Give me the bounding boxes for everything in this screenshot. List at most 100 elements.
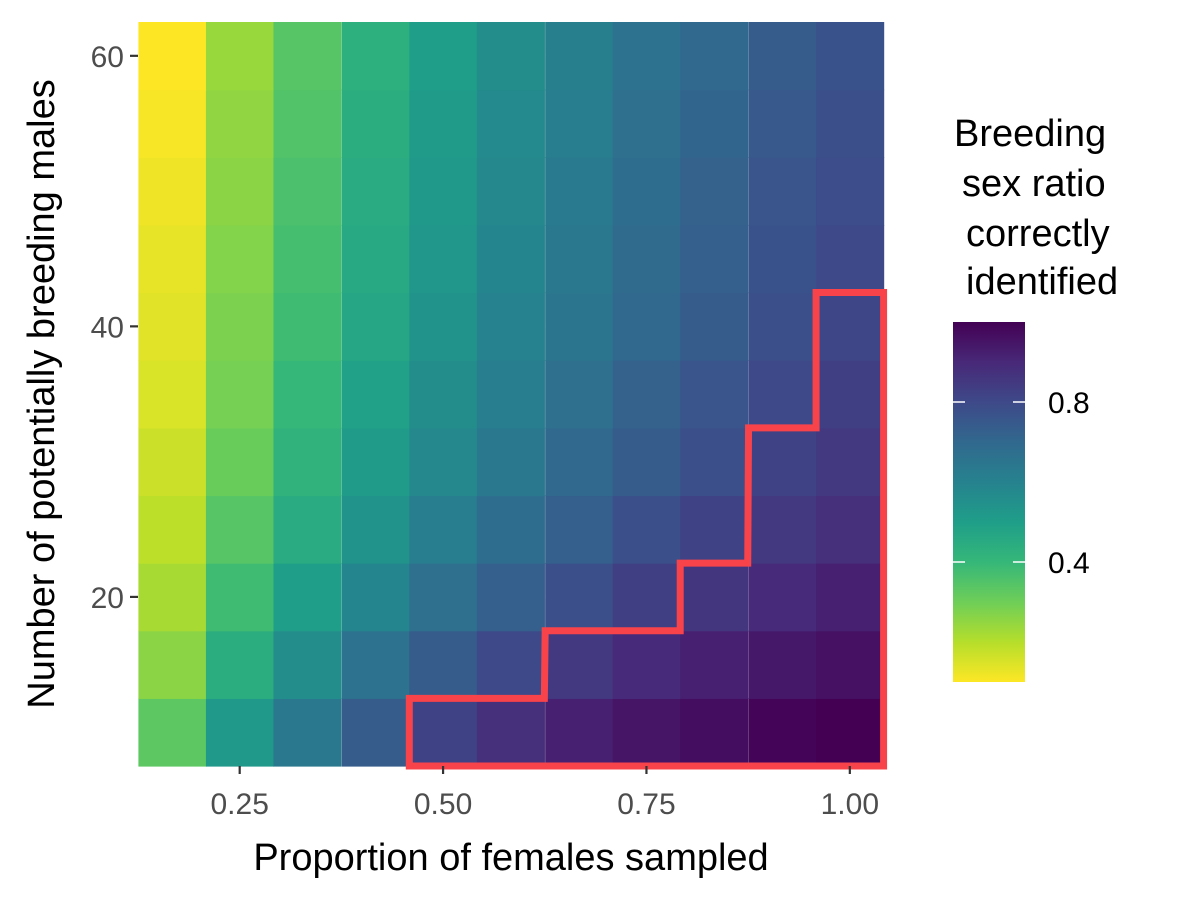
heatmap-cell bbox=[205, 563, 275, 632]
heatmap-cell bbox=[680, 22, 749, 91]
heatmap-cell bbox=[612, 292, 681, 361]
heatmap-cell bbox=[341, 698, 410, 767]
heatmap-cell bbox=[816, 157, 885, 226]
x-tick-label: 1.00 bbox=[821, 788, 879, 821]
heatmap-cell bbox=[748, 360, 817, 429]
heatmap-cell bbox=[341, 427, 410, 497]
heatmap-cell bbox=[748, 563, 817, 632]
heatmap-cell bbox=[205, 630, 275, 699]
heatmap-cell bbox=[273, 89, 342, 158]
heatmap-cell bbox=[273, 495, 342, 564]
heatmap-cell bbox=[748, 224, 817, 294]
heatmap-cell bbox=[138, 22, 207, 91]
legend-title-line-4: identified bbox=[966, 261, 1118, 303]
heatmap-cell bbox=[612, 22, 681, 91]
heatmap-cell bbox=[341, 360, 410, 429]
heatmap-cell bbox=[748, 427, 817, 497]
heatmap-cell bbox=[138, 563, 207, 632]
heatmap-cell bbox=[138, 698, 207, 767]
heatmap-cell bbox=[205, 157, 275, 226]
heatmap-cell bbox=[748, 22, 817, 91]
heatmap-cell bbox=[205, 292, 275, 361]
x-tick-label: 0.50 bbox=[414, 788, 472, 821]
heatmap-cell bbox=[273, 630, 342, 699]
heatmap-cell bbox=[816, 495, 885, 564]
x-tick-label: 0.75 bbox=[617, 788, 675, 821]
heatmap-cell bbox=[205, 224, 275, 294]
heatmap-cell bbox=[273, 224, 342, 294]
heatmap-cell bbox=[138, 292, 207, 361]
heatmap-cell bbox=[409, 89, 478, 158]
heatmap-cell bbox=[476, 292, 545, 361]
heatmap-cell bbox=[545, 360, 614, 429]
heatmap-cell bbox=[341, 22, 410, 91]
heatmap-cell bbox=[409, 427, 478, 497]
heatmap-cell bbox=[138, 630, 207, 699]
highlight-outline bbox=[405, 289, 888, 770]
heatmap-cell bbox=[273, 22, 342, 91]
heatmap-cell bbox=[816, 22, 885, 91]
heatmap-cell bbox=[476, 495, 545, 564]
y-axis-title: Number of potentially breeding males bbox=[21, 79, 63, 708]
heatmap-cell bbox=[476, 360, 545, 429]
heatmap-cell bbox=[273, 360, 342, 429]
heatmap-cell bbox=[476, 89, 545, 158]
heatmap-cell bbox=[748, 292, 817, 361]
heatmap-cell bbox=[680, 360, 749, 429]
heatmap-cell bbox=[409, 224, 478, 294]
heatmap-cell bbox=[748, 89, 817, 158]
heatmap-cell bbox=[545, 427, 614, 497]
heatmap-cell bbox=[680, 427, 749, 497]
heatmap-cell bbox=[273, 157, 342, 226]
heatmap-cell bbox=[138, 427, 207, 497]
heatmap-cell bbox=[680, 495, 749, 564]
heatmap-cell bbox=[205, 22, 275, 91]
heatmap-cell bbox=[273, 427, 342, 497]
heatmap-cell bbox=[205, 427, 275, 497]
x-axis-title: Proportion of females sampled bbox=[253, 837, 768, 879]
heatmap-cell bbox=[680, 89, 749, 158]
heatmap-cell bbox=[476, 563, 545, 632]
heatmap-cell bbox=[138, 360, 207, 429]
heatmap-cell bbox=[205, 360, 275, 429]
y-tick-label: 40 bbox=[91, 311, 124, 344]
heatmap-cell bbox=[138, 89, 207, 158]
legend-tick-label: 0.4 bbox=[1048, 547, 1090, 580]
heatmap-cell bbox=[341, 495, 410, 564]
heatmap-cell bbox=[409, 360, 478, 429]
heatmap-cell bbox=[545, 22, 614, 91]
heatmap-cell bbox=[409, 563, 478, 632]
heatmap-cell bbox=[545, 698, 614, 767]
heatmap-cell bbox=[409, 22, 478, 91]
heatmap-cell bbox=[545, 89, 614, 158]
heatmap-cell bbox=[273, 292, 342, 361]
x-tick-label: 0.25 bbox=[210, 788, 268, 821]
heatmap-cell bbox=[476, 698, 545, 767]
heatmap-cell bbox=[341, 224, 410, 294]
heatmap-cell bbox=[273, 563, 342, 632]
heatmap-cell bbox=[680, 224, 749, 294]
heatmap-cell bbox=[476, 22, 545, 91]
heatmap-cell bbox=[341, 157, 410, 226]
heatmap-cell bbox=[612, 89, 681, 158]
heatmap-cell bbox=[612, 563, 681, 632]
heatmap-cell bbox=[612, 698, 681, 767]
heatmap-cell bbox=[612, 157, 681, 226]
heatmap-cell bbox=[341, 630, 410, 699]
legend-ticks: 0.4 0.8 bbox=[953, 387, 1090, 580]
heatmap-cell bbox=[680, 563, 749, 632]
heatmap-cell bbox=[205, 698, 275, 767]
heatmap-cell bbox=[341, 89, 410, 158]
legend-title-line-2: sex ratio bbox=[962, 163, 1106, 205]
heatmap-cell bbox=[748, 698, 817, 767]
heatmap-cell bbox=[205, 495, 275, 564]
heatmap-cell bbox=[476, 157, 545, 226]
heatmap-cell bbox=[816, 698, 885, 767]
heatmap-cell bbox=[816, 89, 885, 158]
x-axis: 0.25 0.50 0.75 1.00 bbox=[210, 766, 879, 821]
heatmap-cell bbox=[409, 157, 478, 226]
y-tick-label: 60 bbox=[91, 41, 124, 74]
heatmap-cell bbox=[680, 292, 749, 361]
heatmap-cell bbox=[205, 89, 275, 158]
